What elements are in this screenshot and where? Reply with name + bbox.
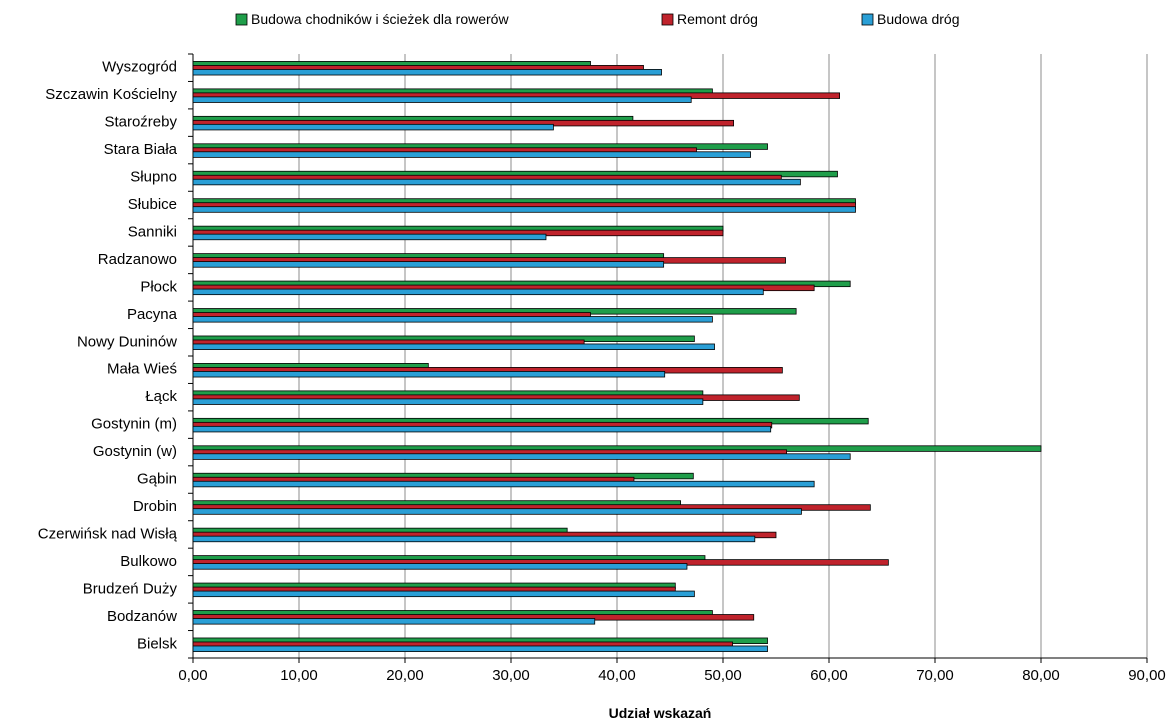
bar [192,508,802,515]
category-label: Wyszogród [102,59,177,76]
x-axis-title: Udział wskazań [609,705,712,721]
bar [192,316,713,323]
x-tick-label: 20,00 [386,667,424,684]
bar [192,261,665,268]
category-label: Drobin [133,498,177,515]
category-label: Bulkowo [120,553,177,570]
x-tick-label: 80,00 [1022,667,1060,684]
category-label: Łąck [145,388,177,405]
category-label: Słupno [130,169,177,186]
x-tick-label: 40,00 [598,667,636,684]
category-label: Brudzeń Duży [83,580,178,597]
bar [192,96,692,103]
bar [192,178,801,186]
category-label: Radzanowo [98,251,177,268]
bar [192,590,695,598]
category-label: Szczawin Kościelny [45,86,177,103]
bar [192,288,764,296]
category-label: Płock [140,278,177,295]
category-label: Bodzanów [107,608,177,625]
x-tick-label: 50,00 [704,667,742,684]
bar [192,206,856,213]
bar [192,69,662,76]
category-label: Bielsk [137,635,178,652]
bar [192,425,772,433]
bar [192,343,715,350]
legend-swatch [661,13,674,26]
x-tick-label: 0,00 [178,667,207,684]
x-tick-label: 60,00 [810,667,848,684]
category-label: Czerwińsk nad Wisłą [38,525,178,542]
x-tick-label: 10,00 [280,667,318,684]
bar [192,233,547,241]
category-label: Staroźreby [104,114,177,131]
bar [192,398,704,405]
category-label: Gostynin (w) [93,443,177,460]
bar [192,453,851,460]
legend-swatch [861,13,874,26]
bar [192,151,751,158]
x-tick-label: 30,00 [492,667,530,684]
bar [192,123,554,131]
category-label: Słubice [128,196,177,213]
x-tick-label: 70,00 [916,667,954,684]
category-label: Sanniki [128,223,177,240]
bar [192,535,756,543]
category-label: Gąbin [137,471,177,488]
legend-label: Budowa dróg [877,11,960,27]
legend-swatch [235,13,248,26]
bar [192,371,666,378]
category-label: Pacyna [127,306,178,323]
bar [192,645,768,652]
legend-label: Budowa chodników i ścieżek dla rowerów [251,11,509,27]
category-label: Mała Wieś [107,361,177,378]
category-label: Gostynin (m) [91,416,177,433]
category-label: Nowy Duninów [77,333,177,350]
bar [192,563,688,570]
category-label: Stara Biała [104,141,178,158]
x-tick-label: 90,00 [1128,667,1166,684]
bar [192,480,815,488]
legend-label: Remont dróg [677,11,758,27]
bar [192,618,596,625]
